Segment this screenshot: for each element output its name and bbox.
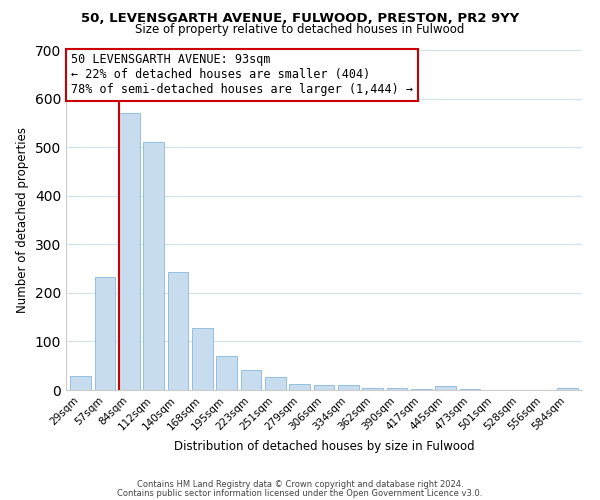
Text: Size of property relative to detached houses in Fulwood: Size of property relative to detached ho… (136, 22, 464, 36)
X-axis label: Distribution of detached houses by size in Fulwood: Distribution of detached houses by size … (173, 440, 475, 453)
Bar (314, 385, 334, 390)
Bar (119, 113, 140, 390)
Bar (386, 388, 407, 390)
Bar (289, 384, 310, 390)
Bar (362, 388, 383, 390)
Bar (460, 389, 481, 390)
Bar (143, 142, 164, 390)
Bar (411, 389, 432, 390)
Text: 50 LEVENSGARTH AVENUE: 93sqm
← 22% of detached houses are smaller (404)
78% of s: 50 LEVENSGARTH AVENUE: 93sqm ← 22% of de… (71, 54, 413, 96)
Y-axis label: Number of detached properties: Number of detached properties (16, 127, 29, 313)
Bar (70, 376, 91, 390)
Bar (216, 356, 237, 390)
Text: Contains HM Land Registry data © Crown copyright and database right 2024.: Contains HM Land Registry data © Crown c… (137, 480, 463, 489)
Bar (265, 377, 286, 390)
Bar (338, 385, 359, 390)
Bar (192, 328, 212, 390)
Bar (436, 386, 456, 390)
Text: 50, LEVENSGARTH AVENUE, FULWOOD, PRESTON, PR2 9YY: 50, LEVENSGARTH AVENUE, FULWOOD, PRESTON… (81, 12, 519, 26)
Bar (167, 272, 188, 390)
Text: Contains public sector information licensed under the Open Government Licence v3: Contains public sector information licen… (118, 488, 482, 498)
Bar (95, 277, 115, 390)
Bar (557, 388, 578, 390)
Bar (241, 370, 262, 390)
